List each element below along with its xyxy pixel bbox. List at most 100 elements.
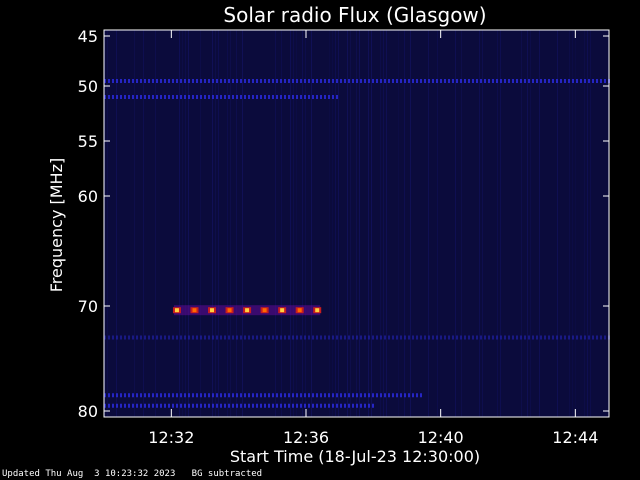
interference-mark [216, 393, 218, 398]
interference-mark [112, 403, 114, 408]
interference-mark [280, 403, 282, 408]
interference-mark [276, 79, 278, 83]
interference-mark [128, 335, 130, 340]
interference-mark [240, 95, 242, 99]
noise-column [290, 30, 291, 417]
interference-mark [340, 403, 342, 408]
interference-mark [428, 335, 430, 340]
interference-mark [432, 79, 434, 83]
interference-mark [236, 403, 238, 408]
bg-subtracted-note: BG subtracted [191, 469, 263, 479]
interference-mark [308, 335, 310, 340]
noise-column [539, 30, 540, 417]
interference-mark [444, 79, 446, 83]
interference-mark [476, 335, 478, 340]
interference-mark [176, 335, 178, 340]
noise-column [236, 30, 237, 417]
interference-mark [192, 335, 194, 340]
interference-mark [188, 95, 190, 99]
interference-mark [596, 79, 598, 83]
noise-column [230, 30, 231, 417]
interference-mark [148, 393, 150, 398]
interference-mark [292, 95, 294, 99]
interference-mark [292, 393, 294, 398]
noise-column [386, 30, 387, 417]
interference-mark [252, 95, 254, 99]
interference-mark [528, 79, 530, 83]
interference-mark [180, 79, 182, 83]
interference-mark [392, 79, 394, 83]
interference-mark [560, 335, 562, 340]
interference-mark [204, 403, 206, 408]
interference-mark [372, 393, 374, 398]
interference-mark [504, 79, 506, 83]
interference-mark [324, 95, 326, 99]
interference-mark [360, 393, 362, 398]
interference-mark [588, 335, 590, 340]
interference-mark [224, 393, 226, 398]
interference-mark [144, 79, 146, 83]
interference-mark [164, 393, 166, 398]
interference-mark [240, 335, 242, 340]
interference-mark [144, 95, 146, 99]
interference-mark [364, 79, 366, 83]
interference-mark [396, 393, 398, 398]
interference-mark [460, 335, 462, 340]
interference-mark [312, 335, 314, 340]
interference-mark [244, 335, 246, 340]
interference-mark [260, 403, 262, 408]
interference-mark [156, 95, 158, 99]
interference-mark [216, 79, 218, 83]
interference-mark [120, 393, 122, 398]
interference-mark [416, 393, 418, 398]
noise-column [107, 30, 108, 417]
interference-mark [556, 335, 558, 340]
interference-mark [560, 79, 562, 83]
y-tick-label: 70 [78, 297, 98, 316]
y-axis-label: Frequency [MHz] [47, 158, 66, 292]
interference-mark [292, 335, 294, 340]
interference-mark [112, 335, 114, 340]
interference-mark [224, 95, 226, 99]
interference-mark [492, 79, 494, 83]
interference-mark [104, 403, 106, 408]
interference-mark [304, 393, 306, 398]
interference-mark [212, 403, 214, 408]
interference-mark [512, 79, 514, 83]
interference-mark [332, 95, 334, 99]
interference-mark [156, 403, 158, 408]
interference-mark [360, 403, 362, 408]
interference-mark [596, 335, 598, 340]
interference-mark [548, 79, 550, 83]
interference-mark [284, 95, 286, 99]
interference-mark [272, 335, 274, 340]
interference-mark [136, 393, 138, 398]
noise-column [350, 30, 351, 417]
noise-column [215, 30, 216, 417]
interference-mark [124, 403, 126, 408]
interference-mark [144, 335, 146, 340]
interference-mark [192, 403, 194, 408]
interference-mark [188, 79, 190, 83]
interference-mark [220, 95, 222, 99]
x-tick-label: 12:44 [552, 428, 598, 447]
interference-mark [500, 335, 502, 340]
interference-mark [424, 335, 426, 340]
interference-mark [592, 79, 594, 83]
interference-mark [308, 393, 310, 398]
interference-mark [320, 403, 322, 408]
noise-column [584, 30, 585, 417]
interference-mark [268, 335, 270, 340]
interference-mark [280, 79, 282, 83]
interference-mark [160, 95, 162, 99]
interference-mark [448, 335, 450, 340]
interference-mark [276, 393, 278, 398]
noise-column [293, 30, 294, 417]
y-tick-label: 55 [78, 132, 98, 151]
interference-mark [240, 393, 242, 398]
interference-mark [208, 79, 210, 83]
interference-mark [280, 393, 282, 398]
interference-mark [340, 79, 342, 83]
interference-mark [440, 79, 442, 83]
interference-mark [256, 335, 258, 340]
